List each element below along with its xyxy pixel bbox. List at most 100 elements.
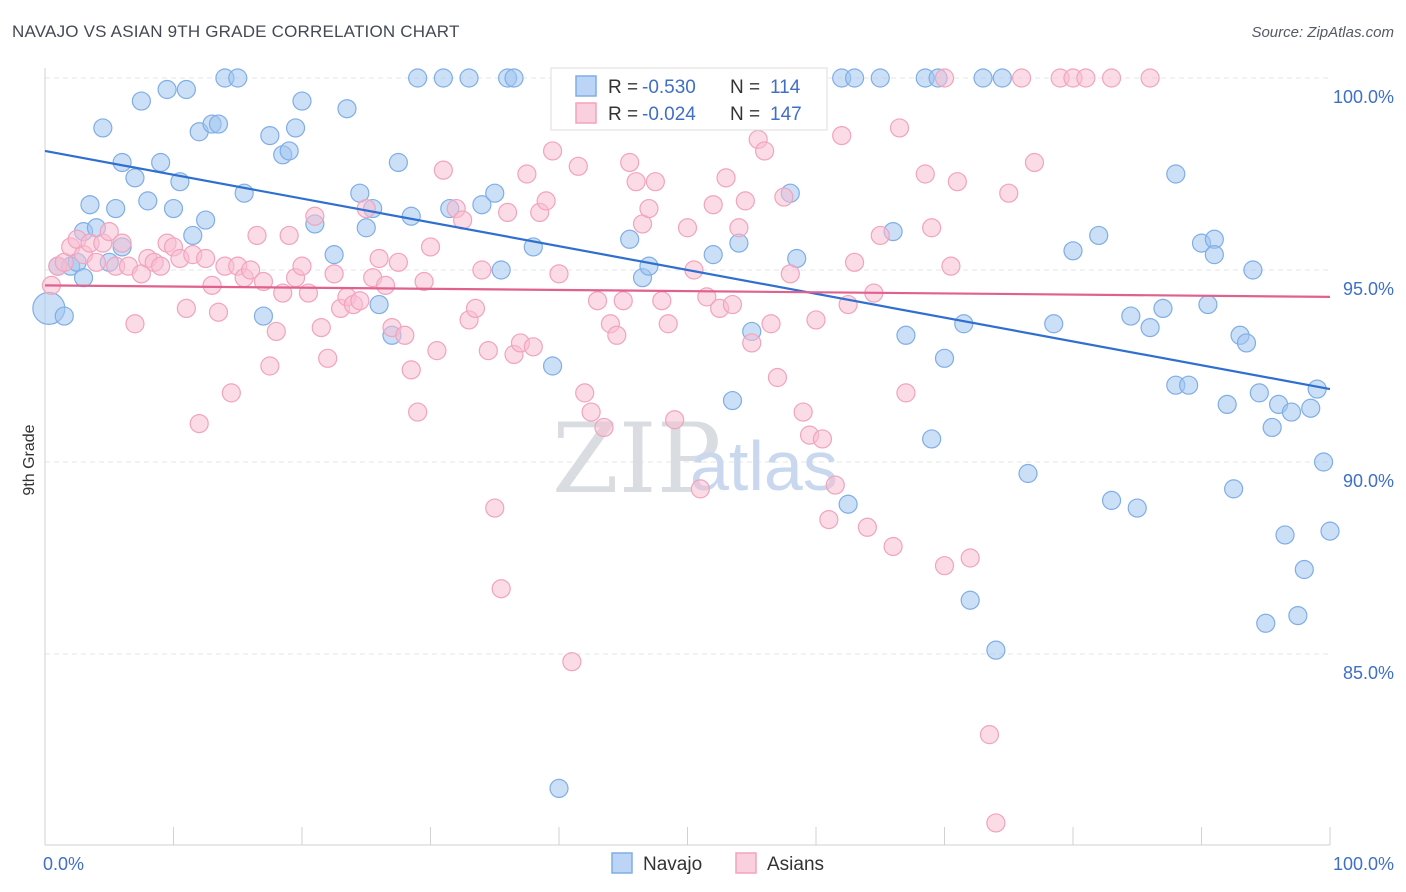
asians-point	[485, 498, 505, 518]
stats-n-value-navajo: 114	[770, 77, 801, 98]
asians-point	[819, 509, 839, 530]
asians-point	[780, 264, 800, 284]
navajo-point	[844, 68, 865, 88]
asians-point	[620, 152, 640, 173]
navajo-point	[183, 225, 203, 246]
asians-point	[375, 275, 396, 295]
asians-point	[401, 360, 421, 380]
asians-point	[806, 310, 826, 330]
navajo-point	[1313, 452, 1334, 472]
asians-point	[915, 164, 935, 184]
navajo-point	[1256, 613, 1276, 633]
navajo-point	[196, 210, 216, 230]
asians-point	[523, 337, 543, 357]
asians-point	[825, 475, 845, 495]
asians-point	[86, 252, 107, 272]
navajo-point	[1153, 298, 1173, 318]
navajo-point	[1224, 479, 1244, 499]
asians-point	[645, 172, 665, 192]
navajo-point	[208, 114, 229, 134]
navajo-point	[1249, 383, 1269, 403]
navajo-point	[1204, 245, 1224, 265]
asians-point	[716, 168, 736, 188]
asians-trend-line	[44, 284, 1331, 298]
navajo-point	[106, 198, 126, 219]
asians-point	[735, 191, 755, 211]
navajo-point	[1294, 559, 1314, 580]
navajo-point	[151, 152, 171, 173]
navajo-point	[1307, 379, 1327, 399]
navajo-point	[408, 68, 428, 88]
asians-point	[960, 548, 980, 568]
navajo-point	[485, 183, 505, 203]
navajo-point	[1140, 318, 1160, 338]
asians-point	[922, 218, 942, 238]
navajo-point	[1018, 463, 1038, 484]
asians-point	[279, 225, 299, 246]
asians-point	[690, 479, 710, 499]
asians-point	[562, 652, 582, 672]
stats-n-value-asians: 147	[770, 104, 802, 125]
asians-point	[934, 556, 955, 576]
stats-r-value-asians: -0.024	[642, 104, 696, 125]
stats-legend-box	[550, 67, 828, 131]
navajo-point	[163, 198, 184, 219]
navajo-point	[542, 356, 563, 376]
asians-point	[812, 429, 833, 449]
asians-point	[1024, 152, 1045, 173]
navajo-point	[960, 590, 980, 610]
y-tick-label-0: 85.0%	[1343, 663, 1394, 683]
navajo-point	[157, 79, 177, 100]
asians-point	[742, 333, 762, 353]
asians-point	[427, 341, 447, 361]
navajo-point	[228, 68, 248, 88]
navajo-point	[1044, 314, 1064, 334]
chart-source: Source: ZipAtlas.com	[1251, 24, 1394, 41]
navajo-point	[1089, 225, 1109, 246]
navajo-point	[80, 195, 100, 215]
navajo-point	[620, 229, 640, 249]
navajo-point	[253, 306, 274, 326]
navajo-point	[1288, 605, 1308, 626]
asians-point	[189, 414, 209, 434]
watermark-zip: ZIP	[552, 403, 721, 515]
asians-point	[433, 160, 453, 180]
asians-point	[208, 302, 229, 322]
navajo-point	[722, 390, 743, 411]
asians-point	[253, 271, 274, 292]
navajo-point	[1275, 525, 1295, 545]
asians-point	[767, 367, 788, 388]
asians-point	[581, 402, 601, 422]
asians-point	[266, 321, 286, 342]
y-tick-label-3: 100.0%	[1333, 87, 1394, 107]
asians-point	[722, 294, 743, 315]
asians-point	[607, 325, 627, 345]
asians-point	[832, 126, 852, 146]
asians-point	[408, 402, 428, 422]
asians-point	[498, 202, 518, 222]
asians-point	[350, 291, 370, 311]
asians-point	[420, 237, 441, 257]
stats-legend: R = -0.530 N = 114 R = -0.024 N = 147	[550, 67, 828, 131]
navajo-point	[1179, 375, 1199, 395]
navajo-point	[1243, 260, 1263, 280]
asians-point	[112, 233, 132, 253]
asians-point	[292, 256, 312, 276]
navajo-point	[986, 640, 1006, 660]
asians-point	[934, 68, 955, 88]
navajo-point	[1198, 294, 1218, 315]
navajo-point	[131, 91, 151, 111]
chart-title: NAVAJO VS ASIAN 9TH GRADE CORRELATION CH…	[12, 22, 460, 41]
navajo-point	[112, 152, 132, 173]
y-axis-label: 9th Grade	[21, 424, 38, 495]
asians-point	[587, 291, 608, 311]
asians-point	[318, 348, 338, 368]
navajo-point	[54, 306, 74, 326]
asians-point	[575, 383, 595, 403]
asians-point	[388, 252, 408, 272]
navajo-point	[324, 245, 344, 265]
asians-point	[761, 314, 781, 334]
legend-swatch-navajo	[611, 852, 633, 874]
asians-point	[151, 256, 171, 276]
asians-point	[549, 264, 569, 284]
